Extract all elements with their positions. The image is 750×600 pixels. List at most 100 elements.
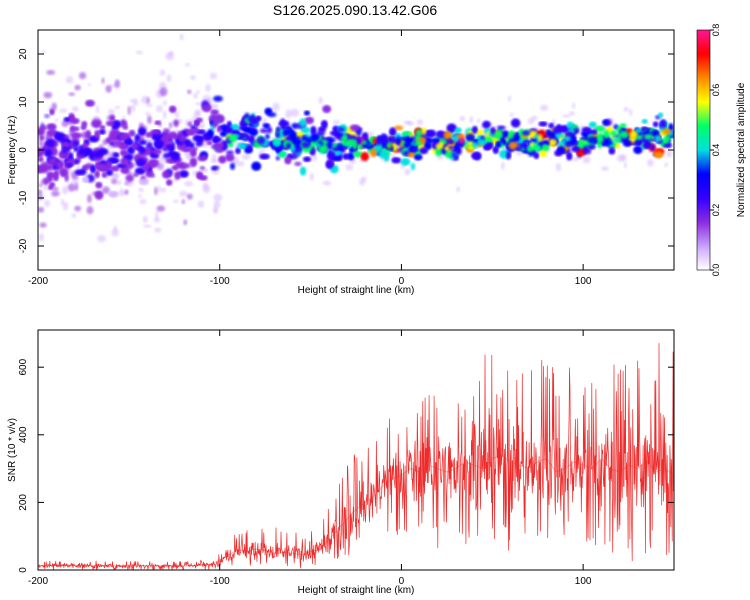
heatmap-cell — [166, 179, 172, 186]
heatmap-speckle — [75, 182, 79, 192]
heatmap-cell — [537, 134, 543, 142]
heatmap-cell — [275, 145, 281, 154]
heatmap-cell — [454, 127, 462, 133]
heatmap-cell — [435, 143, 444, 150]
heatmap-speckle — [186, 193, 193, 200]
heatmap-cell — [436, 131, 445, 139]
heatmap-speckle — [416, 119, 424, 126]
heatmap-cell — [44, 149, 53, 156]
heatmap-cell — [111, 126, 118, 130]
heatmap-speckle — [67, 183, 77, 192]
heatmap-speckle — [119, 188, 124, 197]
heatmap-cell — [635, 128, 641, 134]
heatmap-cell — [131, 143, 140, 149]
heatmap-cell — [251, 162, 261, 171]
heatmap-speckle — [285, 109, 292, 119]
heatmap-speckle — [174, 111, 180, 118]
heatmap-cell — [109, 141, 114, 146]
heatmap-speckle — [159, 69, 166, 76]
heatmap-cell — [466, 133, 475, 142]
heatmap-cell — [446, 124, 457, 133]
heatmap-speckle — [154, 227, 162, 233]
heatmap-speckle — [135, 50, 144, 55]
heatmap-speckle — [145, 111, 151, 116]
heatmap-speckle — [147, 115, 152, 124]
heatmap-speckle — [509, 112, 515, 117]
heatmap-speckle — [202, 185, 211, 194]
heatmap-cell — [389, 137, 397, 143]
heatmap-speckle — [185, 62, 190, 67]
heatmap-speckle — [404, 168, 411, 176]
heatmap-cell — [120, 150, 129, 156]
heatmap-speckle — [173, 177, 178, 183]
heatmap-speckle — [173, 199, 179, 204]
heatmap-cell — [84, 140, 89, 145]
heatmap-cell — [515, 146, 524, 151]
heatmap-cell — [73, 159, 79, 164]
heatmap-cell — [168, 144, 175, 153]
heatmap-cell — [453, 154, 459, 161]
heatmap-cell — [566, 152, 572, 160]
heatmap-cell — [664, 135, 671, 143]
heatmap-speckle — [312, 153, 318, 162]
heatmap-cell — [402, 131, 412, 136]
heatmap-cell — [75, 169, 85, 175]
heatmap-cell — [193, 128, 199, 134]
heatmap-speckle — [198, 121, 205, 131]
snr-y-tick-label: 0 — [18, 567, 29, 573]
heatmap-cell — [316, 130, 326, 136]
heatmap-cell — [68, 115, 75, 121]
heatmap-speckle — [141, 95, 149, 104]
heatmap-speckle — [61, 120, 69, 127]
heatmap-speckle — [38, 138, 45, 148]
heatmap-cell — [401, 158, 410, 166]
heatmap-cell — [226, 142, 234, 147]
heatmap-cell — [210, 110, 219, 115]
heatmap-cell — [571, 146, 581, 152]
heatmap-speckle — [142, 215, 148, 224]
heatmap-cell — [318, 127, 326, 132]
heatmap-speckle — [146, 103, 153, 108]
heatmap-speckle — [166, 74, 172, 82]
heatmap-cell — [59, 152, 69, 158]
heatmap-cell — [347, 138, 357, 145]
heatmap-cell — [85, 100, 95, 107]
heatmap-cell — [110, 129, 120, 138]
heatmap-cell — [403, 141, 411, 148]
heatmap-cell — [508, 141, 519, 150]
heatmap-cell — [541, 144, 549, 151]
heatmap-cell — [610, 131, 618, 136]
heatmap-speckle — [469, 116, 474, 124]
heatmap-cell — [546, 129, 552, 134]
heatmap-speckle — [562, 114, 571, 118]
heatmap-cell — [532, 144, 542, 151]
heatmap-speckle — [572, 156, 579, 162]
heatmap-cell — [210, 166, 218, 171]
heatmap-cell — [99, 129, 106, 135]
heatmap-cell — [235, 148, 241, 154]
heatmap-cell — [337, 127, 345, 132]
heatmap-speckle — [112, 170, 119, 180]
heatmap-cell — [189, 142, 194, 148]
heatmap-cell — [353, 151, 362, 158]
heatmap-cell — [361, 152, 369, 161]
heatmap-cell — [239, 133, 249, 139]
heatmap-speckle — [179, 33, 184, 41]
heatmap-speckle — [111, 229, 119, 237]
heatmap-cell — [362, 132, 368, 140]
heatmap-cell — [49, 109, 55, 115]
heatmap-cell — [213, 95, 223, 102]
heatmap-speckle — [156, 205, 166, 212]
heatmap-cell — [630, 130, 637, 138]
heatmap-cell — [138, 146, 146, 154]
heatmap-cell — [410, 162, 416, 171]
heatmap-cell — [264, 108, 272, 115]
heatmap-cell — [472, 126, 478, 134]
heatmap-cell — [370, 148, 377, 157]
spectrogram-y-tick-label: 10 — [18, 96, 29, 108]
spectrogram-x-tick-label: 100 — [575, 276, 592, 287]
heatmap-speckle — [158, 164, 163, 171]
heatmap-cell — [175, 162, 185, 168]
heatmap-speckle — [46, 70, 56, 75]
